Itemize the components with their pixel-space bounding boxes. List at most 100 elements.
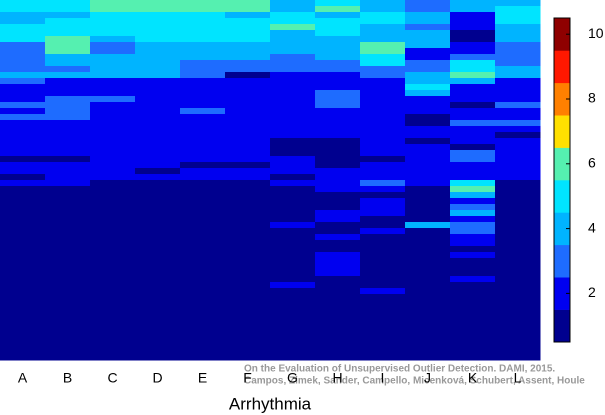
heatmap-cell — [180, 294, 226, 301]
heatmap-cell — [135, 138, 181, 145]
heatmap-cell — [360, 330, 406, 337]
heatmap-cell — [45, 252, 91, 259]
heatmap-cell — [315, 132, 361, 139]
heatmap-cell — [315, 42, 361, 49]
heatmap-cell — [495, 96, 541, 103]
heatmap-cell — [360, 30, 406, 37]
heatmap-cell — [270, 150, 316, 157]
heatmap-cell — [45, 312, 91, 319]
heatmap-cell — [225, 60, 271, 67]
heatmap-cell — [360, 240, 406, 247]
heatmap-cell — [270, 18, 316, 25]
heatmap-cell — [135, 30, 181, 37]
heatmap-cell — [135, 90, 181, 97]
heatmap-cell — [90, 54, 136, 61]
heatmap-cell — [270, 306, 316, 313]
heatmap-cell — [315, 84, 361, 91]
heatmap-cell — [45, 294, 91, 301]
heatmap-cell — [495, 300, 541, 307]
heatmap-cell — [360, 54, 406, 61]
heatmap-cell — [45, 90, 91, 97]
heatmap-cell — [450, 312, 496, 319]
heatmap-cell — [0, 318, 46, 325]
heatmap-cell — [495, 222, 541, 229]
heatmap-cell — [360, 222, 406, 229]
heatmap-cell — [495, 78, 541, 85]
heatmap-cell — [135, 96, 181, 103]
x-tick-label: B — [63, 370, 72, 386]
heatmap-cell — [360, 24, 406, 31]
heatmap-cell — [270, 234, 316, 241]
heatmap-cell — [495, 102, 541, 109]
heatmap-cell — [450, 198, 496, 205]
heatmap-cell — [45, 72, 91, 79]
heatmap-cell — [225, 96, 271, 103]
heatmap-cell — [495, 234, 541, 241]
heatmap-cell — [135, 120, 181, 127]
heatmap-cell — [360, 210, 406, 217]
heatmap-cell — [315, 282, 361, 289]
heatmap-cell — [225, 354, 271, 361]
heatmap-cell — [180, 96, 226, 103]
heatmap-cell — [315, 150, 361, 157]
heatmap-cell — [270, 246, 316, 253]
heatmap-cell — [180, 252, 226, 259]
heatmap-cell — [450, 96, 496, 103]
heatmap-cell — [90, 144, 136, 151]
heatmap-cell — [360, 90, 406, 97]
heatmap-cell — [45, 12, 91, 19]
heatmap-cell — [450, 48, 496, 55]
heatmap-cell — [90, 216, 136, 223]
heatmap-cell — [495, 174, 541, 181]
heatmap-cell — [225, 102, 271, 109]
heatmap-cell — [180, 222, 226, 229]
heatmap-cell — [180, 306, 226, 313]
heatmap-cell — [180, 186, 226, 193]
heatmap-cell — [450, 210, 496, 217]
heatmap-cell — [0, 84, 46, 91]
heatmap-cell — [225, 180, 271, 187]
heatmap-cell — [405, 54, 451, 61]
heatmap-cell — [90, 138, 136, 145]
heatmap-cell — [360, 306, 406, 313]
heatmap-cell — [225, 324, 271, 331]
heatmap-cell — [45, 138, 91, 145]
heatmap-cell — [0, 192, 46, 199]
heatmap-cell — [225, 210, 271, 217]
heatmap-cell — [45, 18, 91, 25]
heatmap-cell — [270, 132, 316, 139]
heatmap-cell — [315, 306, 361, 313]
heatmap-cell — [495, 336, 541, 343]
heatmap-cell — [360, 342, 406, 349]
heatmap-cell — [450, 348, 496, 355]
heatmap-cell — [0, 330, 46, 337]
heatmap-cell — [180, 36, 226, 43]
heatmap-cell — [135, 60, 181, 67]
heatmap-cell — [225, 72, 271, 79]
heatmap-cell — [315, 318, 361, 325]
heatmap-cell — [0, 210, 46, 217]
heatmap-cell — [225, 192, 271, 199]
heatmap-cell — [180, 336, 226, 343]
heatmap-cell — [405, 66, 451, 73]
heatmap-cell — [495, 108, 541, 115]
heatmap-cell — [0, 216, 46, 223]
heatmap-cell — [315, 102, 361, 109]
heatmap-cell — [405, 156, 451, 163]
heatmap-cell — [495, 42, 541, 49]
heatmap-cell — [360, 156, 406, 163]
heatmap-cell — [225, 270, 271, 277]
heatmap-cell — [45, 78, 91, 85]
x-tick-label: J — [424, 370, 431, 386]
heatmap-cell — [495, 270, 541, 277]
heatmap-cell — [495, 312, 541, 319]
heatmap-cell — [315, 174, 361, 181]
heatmap-cell — [0, 294, 46, 301]
heatmap-cell — [90, 342, 136, 349]
heatmap-cell — [45, 192, 91, 199]
heatmap-cell — [315, 354, 361, 361]
heatmap-cell — [315, 258, 361, 265]
heatmap-cell — [360, 174, 406, 181]
heatmap-cell — [495, 180, 541, 187]
heatmap-cell — [270, 300, 316, 307]
